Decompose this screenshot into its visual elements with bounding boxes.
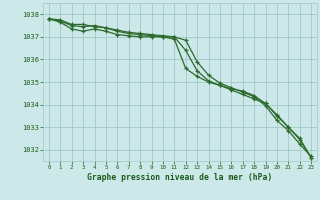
X-axis label: Graphe pression niveau de la mer (hPa): Graphe pression niveau de la mer (hPa) bbox=[87, 173, 273, 182]
